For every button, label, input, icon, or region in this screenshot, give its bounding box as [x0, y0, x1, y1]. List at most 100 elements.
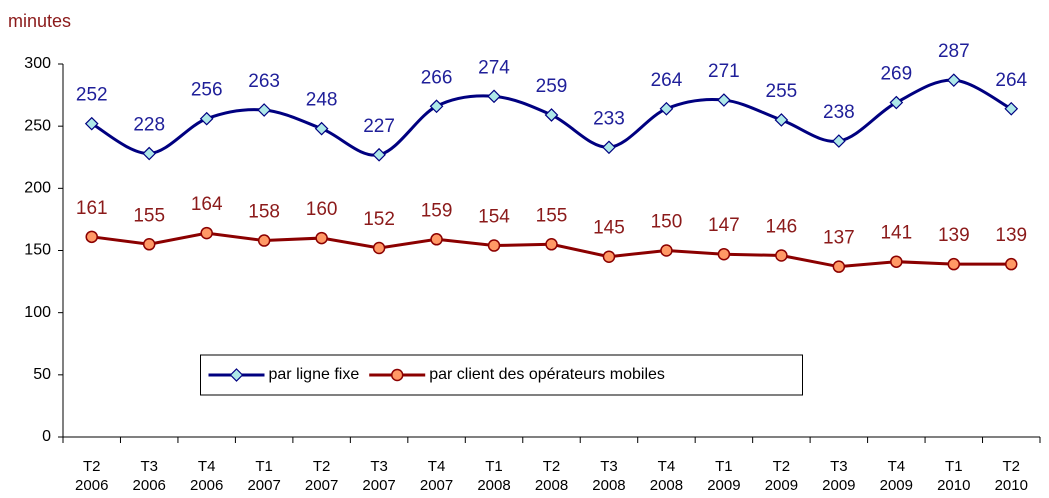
- x-tick-label: T1: [945, 458, 963, 475]
- value-label: 150: [651, 212, 683, 233]
- x-tick-label: 2006: [75, 477, 108, 494]
- value-label: 255: [766, 81, 798, 102]
- x-tick-label: 2008: [592, 477, 625, 494]
- x-tick-label: T3: [830, 458, 848, 475]
- value-label: 264: [995, 70, 1027, 91]
- value-label: 158: [248, 202, 280, 223]
- value-label: 238: [823, 102, 855, 123]
- marker: [257, 103, 271, 117]
- marker: [315, 231, 328, 245]
- marker: [947, 257, 961, 271]
- marker: [142, 146, 157, 161]
- y-tick-label: 50: [33, 366, 51, 383]
- marker: [832, 134, 846, 148]
- value-label: 269: [880, 64, 912, 85]
- marker: [774, 113, 789, 127]
- x-tick-label: 2010: [995, 477, 1028, 494]
- x-tick-label: 2007: [247, 477, 280, 494]
- marker: [659, 101, 674, 116]
- marker: [84, 116, 99, 131]
- x-tick-label: 2008: [650, 477, 683, 494]
- value-label: 228: [133, 115, 165, 136]
- value-label: 263: [248, 71, 280, 92]
- y-axis-label: minutes: [8, 11, 71, 31]
- x-tick-label: T3: [600, 458, 618, 475]
- value-label: 259: [536, 76, 568, 97]
- x-tick-label: T4: [658, 458, 676, 475]
- y-tick-label: 0: [42, 428, 51, 445]
- value-label: 248: [306, 90, 338, 111]
- value-label: 147: [708, 215, 740, 236]
- x-tick-label: T2: [543, 458, 561, 475]
- marker: [544, 108, 559, 122]
- value-label: 160: [306, 199, 338, 220]
- marker: [200, 226, 213, 240]
- x-tick-label: T2: [1003, 458, 1021, 475]
- x-tick-label: 2007: [420, 477, 453, 494]
- marker: [487, 89, 501, 104]
- y-tick-label: 100: [24, 304, 51, 321]
- value-label: 154: [478, 207, 510, 228]
- value-label: 161: [76, 198, 108, 219]
- x-tick-label: T1: [255, 458, 273, 475]
- x-tick-label: T4: [198, 458, 216, 475]
- x-tick-label: 2009: [707, 477, 740, 494]
- x-tick-label: T3: [370, 458, 388, 475]
- marker: [946, 73, 961, 88]
- x-tick-label: 2006: [133, 477, 166, 494]
- value-label: 164: [191, 194, 223, 215]
- marker: [487, 239, 501, 252]
- value-label: 146: [766, 216, 798, 237]
- x-tick-label: 2009: [822, 477, 855, 494]
- marker: [717, 93, 731, 107]
- marker: [199, 111, 214, 126]
- marker: [372, 147, 386, 162]
- x-tick-label: 2009: [765, 477, 798, 494]
- x-tick-label: 2010: [937, 477, 970, 494]
- marker: [717, 247, 731, 261]
- value-label: 227: [363, 116, 395, 137]
- marker: [1005, 257, 1018, 271]
- x-tick-label: T1: [485, 458, 503, 475]
- x-tick-label: 2008: [477, 477, 510, 494]
- marker: [890, 255, 903, 268]
- marker: [889, 95, 904, 110]
- legend-box: [200, 354, 803, 396]
- value-label: 274: [478, 57, 510, 78]
- x-tick-label: T4: [888, 458, 906, 475]
- x-tick-label: 2006: [190, 477, 223, 494]
- value-label: 252: [76, 85, 108, 106]
- value-label: 271: [708, 61, 740, 82]
- marker: [602, 250, 616, 263]
- value-label: 139: [995, 225, 1027, 246]
- value-label: 141: [880, 223, 912, 244]
- marker: [229, 368, 244, 382]
- x-tick-label: T3: [140, 458, 158, 475]
- value-label: 159: [421, 200, 453, 221]
- value-label: 264: [651, 70, 683, 91]
- marker: [142, 238, 156, 251]
- x-tick-label: 2008: [535, 477, 568, 494]
- y-tick-label: 200: [24, 180, 51, 197]
- marker: [1004, 101, 1019, 116]
- x-tick-label: 2009: [880, 477, 913, 494]
- value-label: 155: [536, 205, 568, 226]
- value-label: 266: [421, 67, 453, 88]
- x-tick-label: 2007: [305, 477, 338, 494]
- marker: [429, 99, 444, 114]
- legend: par ligne fixe par client des opérateurs …: [200, 354, 803, 396]
- y-tick-label: 300: [24, 55, 51, 72]
- y-tick-label: 250: [24, 117, 51, 134]
- value-label: 155: [133, 205, 165, 226]
- value-label: 287: [938, 41, 970, 62]
- value-label: 137: [823, 228, 855, 249]
- value-label: 256: [191, 80, 223, 101]
- marker: [257, 234, 271, 247]
- x-tick-label: T1: [715, 458, 733, 475]
- marker: [660, 244, 673, 257]
- x-tick-label: 2007: [362, 477, 395, 494]
- marker: [430, 233, 443, 246]
- marker: [314, 121, 329, 136]
- x-tick-label: T2: [83, 458, 101, 475]
